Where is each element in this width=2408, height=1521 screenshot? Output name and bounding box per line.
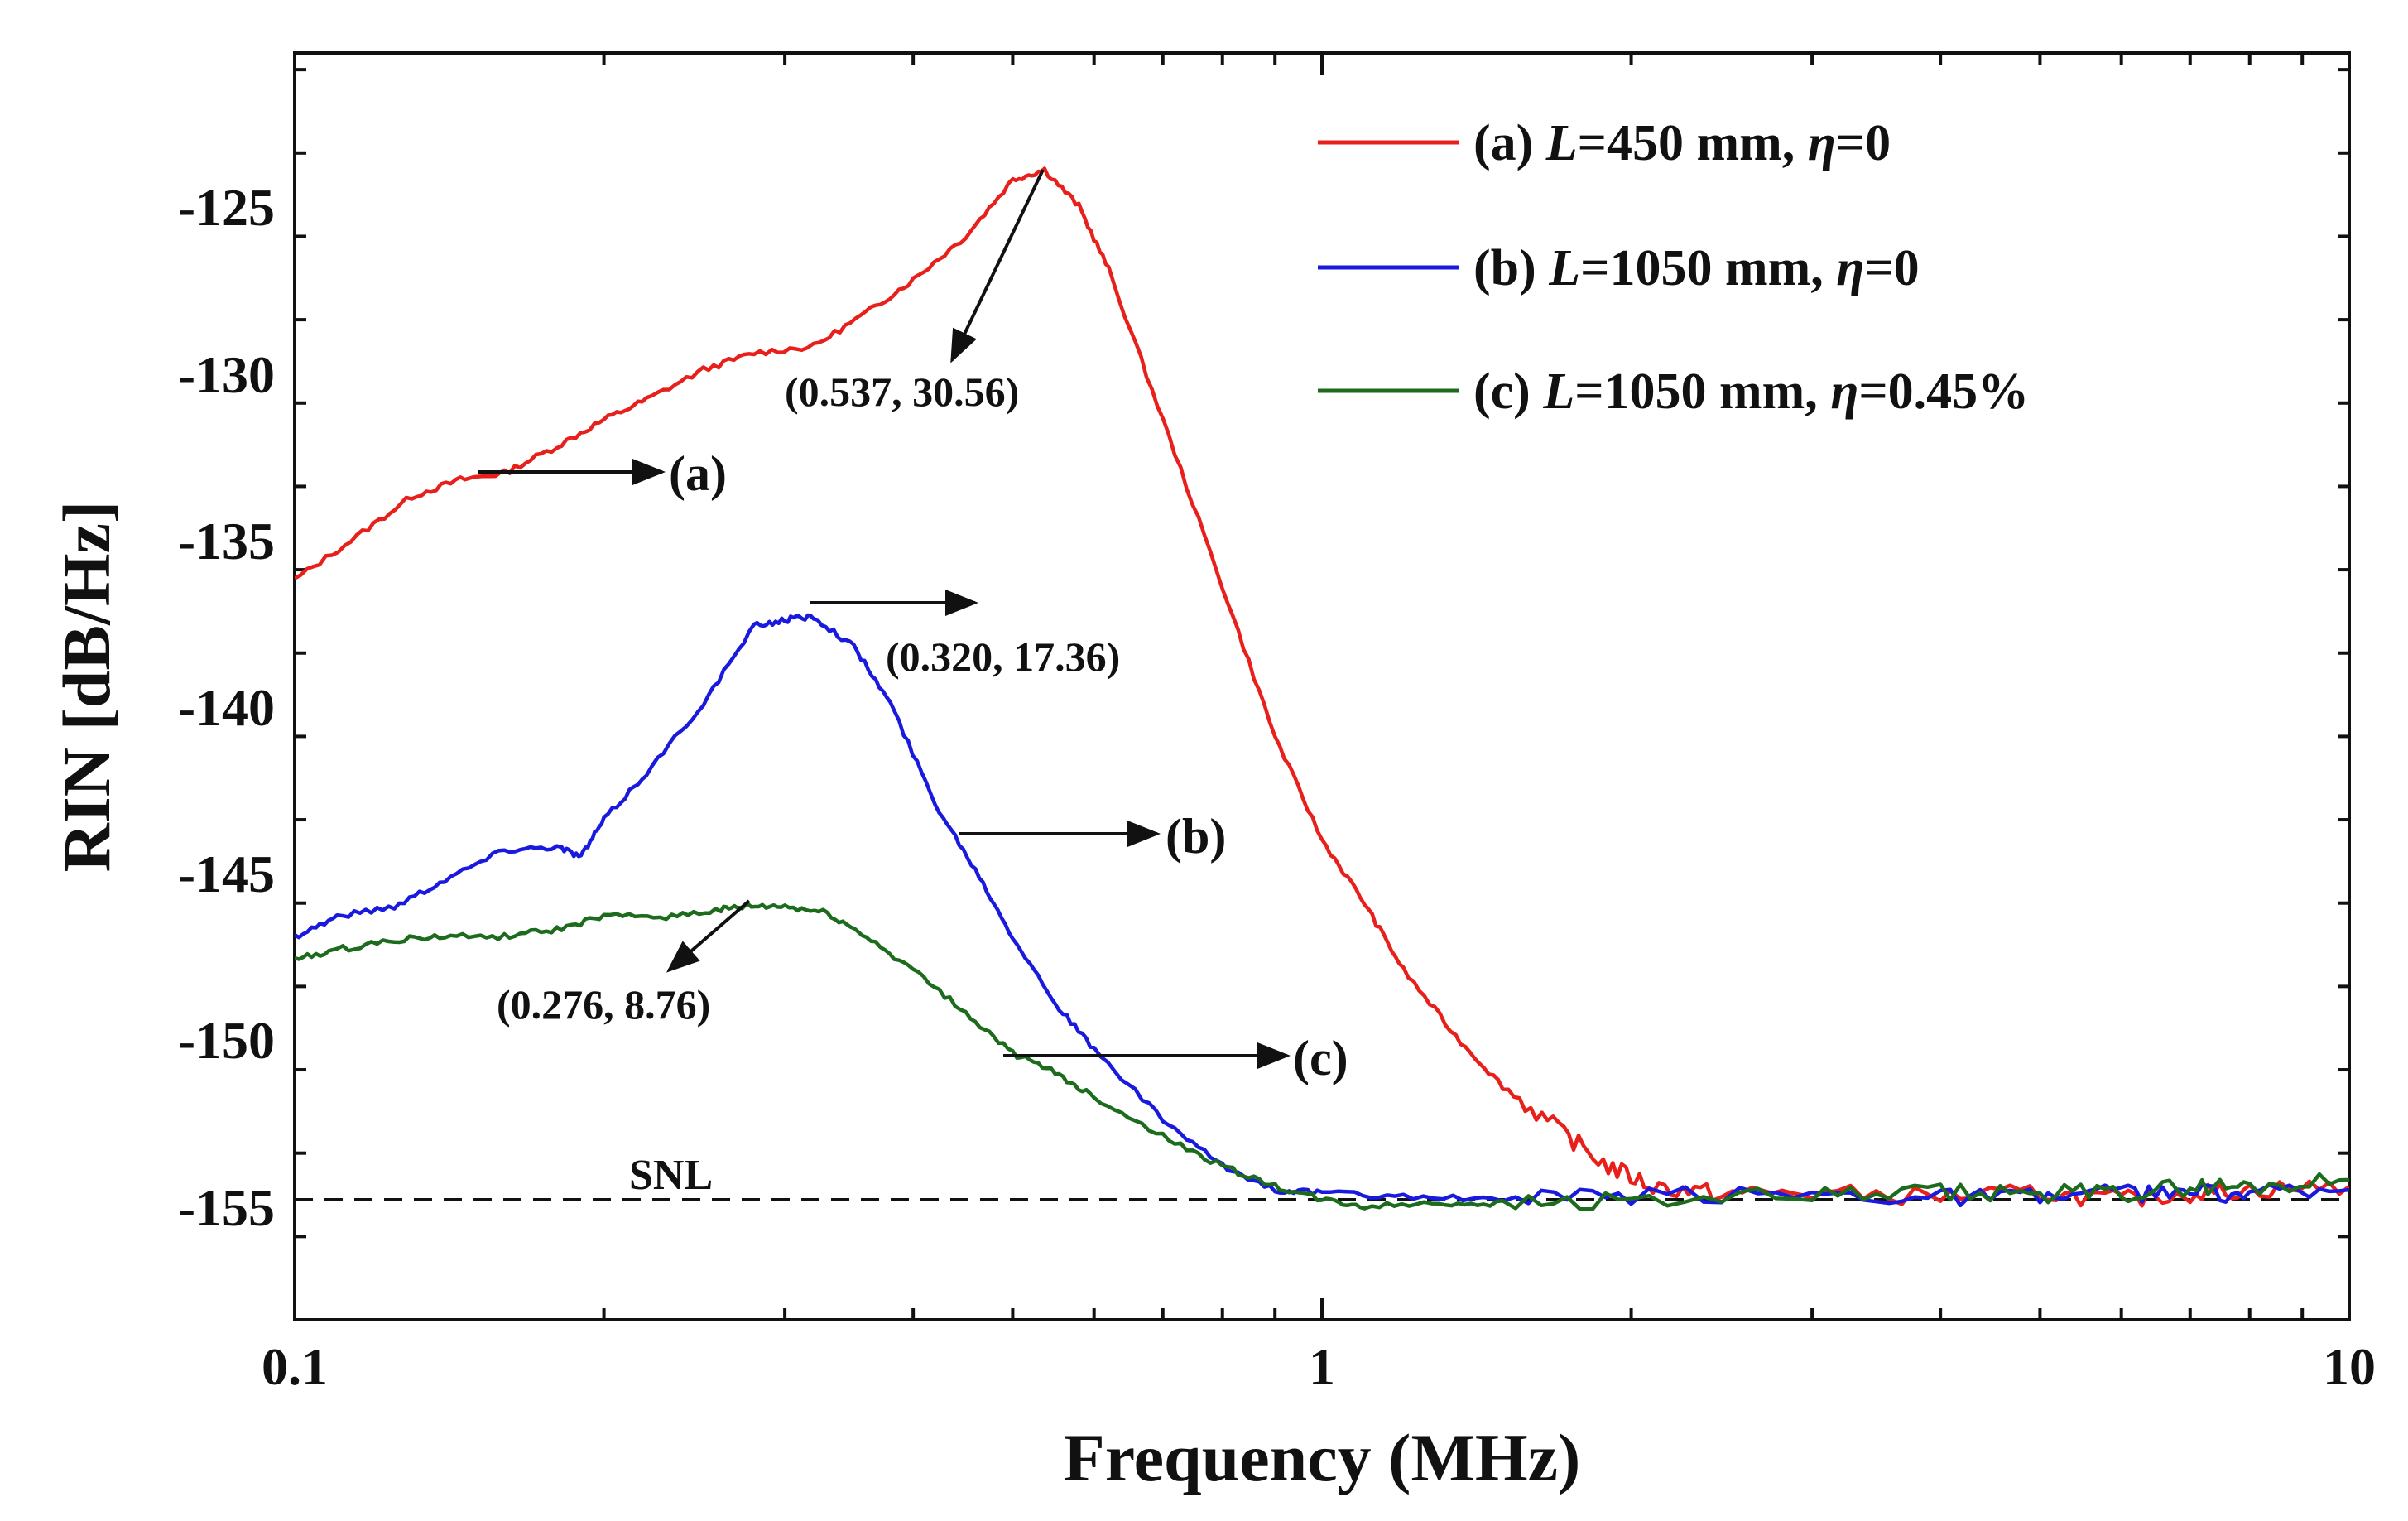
legend-label-b: (b) L=1050 mm, η=0 xyxy=(1473,240,1920,296)
annotation-peak-b: (0.320, 17.36) xyxy=(886,633,1120,680)
x-tick-label: 0.1 xyxy=(262,1337,328,1396)
legend-label-c: (c) L=1050 mm, η=0.45% xyxy=(1473,363,2029,420)
snl-label: SNL xyxy=(629,1152,713,1199)
annotation-label-c: (c) xyxy=(1293,1031,1348,1085)
series-b-line xyxy=(295,613,2349,1208)
y-tick-label: -155 xyxy=(178,1178,275,1237)
y-axis-ticks xyxy=(295,68,2349,1321)
x-tick-label: 1 xyxy=(1309,1337,1335,1396)
y-tick-label: -125 xyxy=(178,178,275,237)
y-tick-label: -150 xyxy=(178,1011,275,1070)
annotation-peak-c: (0.276, 8.76) xyxy=(497,981,710,1028)
x-axis-ticks xyxy=(293,53,2351,1320)
y-tick-label: -140 xyxy=(178,678,275,737)
y-tick-label: -145 xyxy=(178,845,275,903)
legend: (a) L=450 mm, η=0 (b) L=1050 mm, η=0 (c)… xyxy=(1318,115,2029,420)
x-tick-labels: 0.1 1 10 xyxy=(262,1337,2376,1396)
annotation-peak-a: (0.537, 30.56) xyxy=(785,368,1019,415)
annotation-arrows xyxy=(478,169,1291,1069)
x-tick-label: 10 xyxy=(2323,1337,2376,1396)
y-axis-title: RIN [dB/Hz] xyxy=(49,501,124,873)
arrow-peak-c xyxy=(666,899,751,973)
y-tick-labels: -125 -130 -135 -140 -145 -150 -155 xyxy=(178,178,275,1237)
annotation-label-b: (b) xyxy=(1166,809,1226,864)
x-axis-title: Frequency (MHz) xyxy=(1064,1420,1581,1495)
series-c-line xyxy=(295,902,2349,1211)
legend-label-a: (a) L=450 mm, η=0 xyxy=(1473,115,1891,171)
y-tick-label: -135 xyxy=(178,512,275,570)
arrow-peak-a xyxy=(950,169,1045,363)
plot-frame xyxy=(293,51,2351,1321)
annotation-label-a: (a) xyxy=(669,446,727,501)
y-tick-label: -130 xyxy=(178,345,275,404)
